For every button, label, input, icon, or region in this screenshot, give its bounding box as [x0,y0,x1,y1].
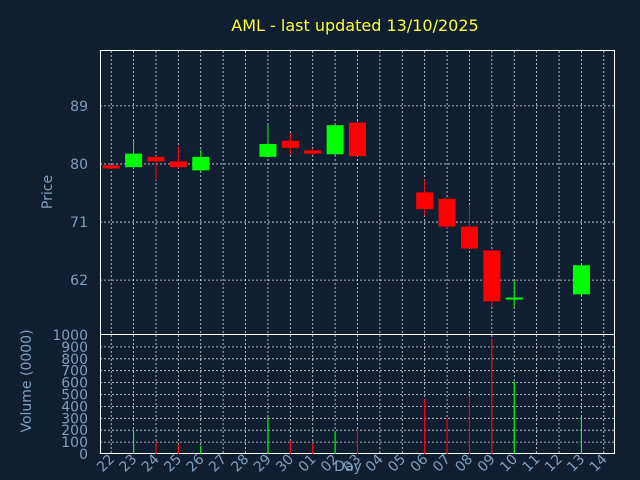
candle-body [125,153,143,168]
candle-body [572,265,590,295]
price-tick-labels: 62 71 80 89 [70,99,88,289]
volume-tick-label: 100 [61,435,88,451]
x-tick-label: 07 [430,452,454,476]
candle-body [483,250,501,302]
volume-tick-label: 800 [61,352,88,368]
grid-lines [100,51,615,454]
x-tick-label: 23 [116,452,140,476]
candle-body [147,156,165,162]
price-tick-label: 89 [70,99,88,115]
x-tick-label: 09 [475,452,499,476]
x-tick-label: 25 [161,452,185,476]
x-tick-labels: 2223242526272829300102030405060708091011… [94,451,611,475]
candle-body [460,226,478,249]
price-tick-label: 80 [70,157,88,173]
x-tick-label: 22 [94,452,118,476]
candle-body [192,156,210,171]
volume-tick-label: 1000 [52,328,88,344]
x-tick-label: 13 [564,452,588,476]
x-tick-label: 04 [363,451,387,475]
volume-tick-label: 200 [61,423,88,439]
x-tick-label: 14 [587,451,611,475]
x-tick-label: 11 [520,452,544,476]
candle-body [416,192,434,210]
volume-tick-label: 400 [61,399,88,415]
volume-axis-label: Volume (0000) [19,329,35,432]
volume-tick-label: 600 [61,376,88,392]
candle-body [326,125,344,155]
candle-body [349,122,366,157]
x-tick-label: 05 [385,452,409,476]
candle-body [169,161,187,168]
x-tick-label: 28 [228,452,252,476]
x-tick-label: 06 [408,451,432,475]
candle-body [259,143,277,157]
volume-tick-label: 700 [61,364,88,380]
x-tick-label: 08 [452,452,476,476]
x-tick-label: 26 [184,451,208,475]
candle-body [102,165,120,169]
volume-tick-label: 300 [61,411,88,427]
x-tick-label: 24 [139,451,163,475]
candle-body [438,198,456,227]
price-tick-label: 71 [70,215,88,231]
volume-bars [132,338,583,454]
x-tick-label: 01 [296,452,320,476]
candle-body [304,150,322,154]
volume-tick-label: 900 [61,340,88,356]
volume-tick-label: 0 [79,447,88,463]
x-tick-label: 10 [497,452,521,476]
x-axis-label: Day [334,459,362,475]
x-tick-label: 12 [542,452,566,476]
volume-tick-label: 500 [61,388,88,404]
candle-body [281,140,299,148]
candlestick-series [102,121,590,308]
x-tick-label: 27 [206,452,230,476]
price-tick-label: 62 [70,273,88,289]
chart-title: AML - last updated 13/10/2025 [231,16,478,35]
x-tick-label: 30 [273,452,297,476]
price-axis-label: Price [40,175,56,209]
x-tick-label: 29 [251,452,275,476]
candle-body [505,297,523,300]
